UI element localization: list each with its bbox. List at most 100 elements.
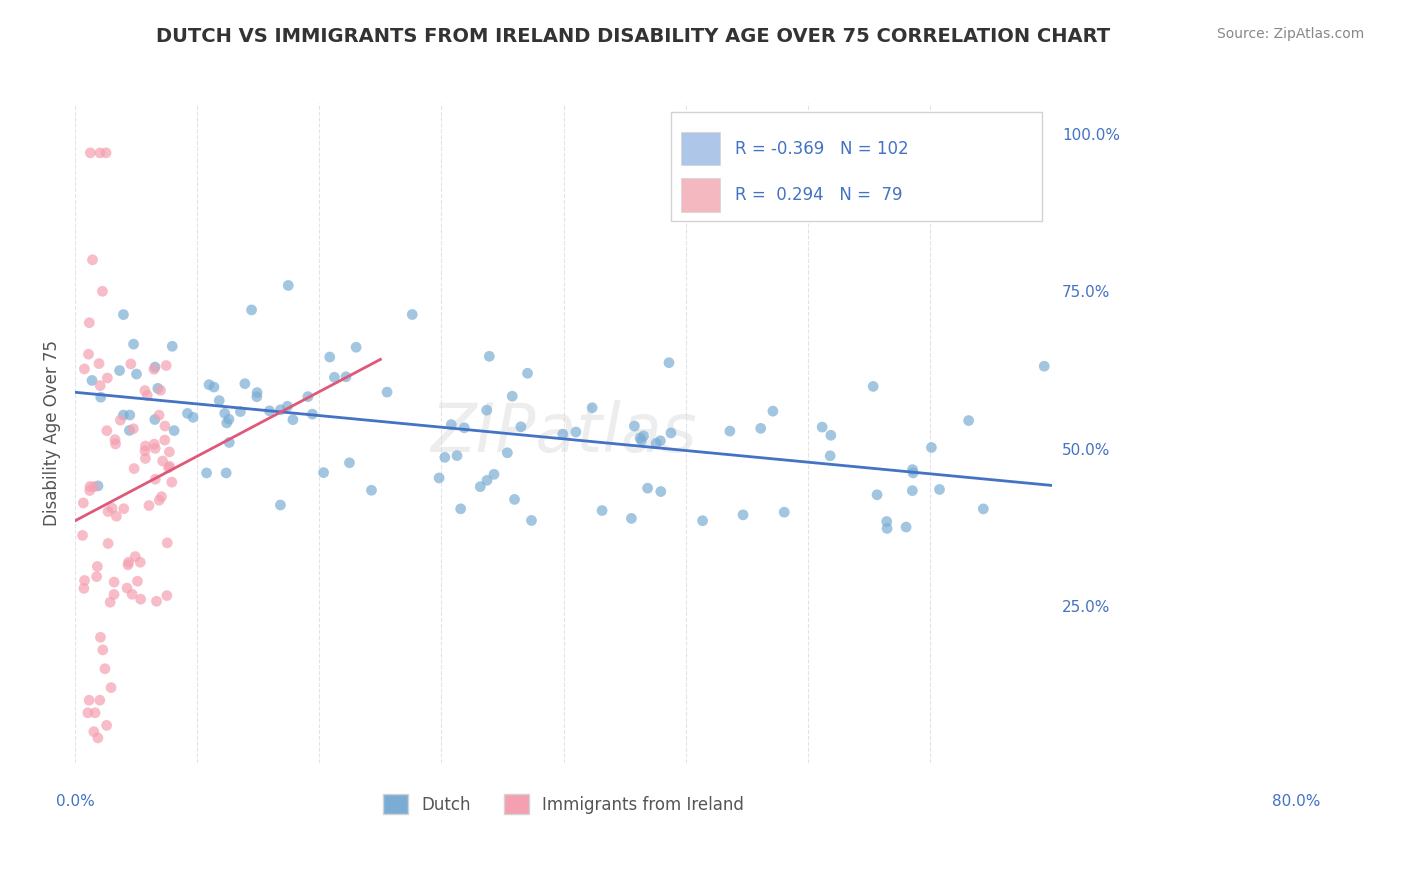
Text: 80.0%: 80.0%	[1272, 794, 1320, 809]
Point	[143, 362, 166, 376]
Point	[633, 429, 655, 443]
Point	[156, 536, 179, 550]
Point	[218, 435, 240, 450]
Point	[762, 404, 785, 418]
Point	[104, 433, 127, 447]
Point	[122, 422, 145, 436]
Point	[157, 445, 180, 459]
Point	[229, 404, 252, 418]
Point	[246, 385, 269, 400]
Point	[89, 630, 111, 644]
Point	[269, 402, 291, 417]
Point	[482, 467, 505, 482]
Point	[77, 693, 100, 707]
Point	[143, 472, 166, 486]
Point	[876, 515, 898, 529]
Point	[117, 555, 139, 569]
Point	[79, 316, 101, 330]
Y-axis label: Disability Age Over 75: Disability Age Over 75	[44, 340, 60, 525]
Point	[136, 388, 159, 402]
Point	[96, 371, 118, 385]
Point	[339, 456, 361, 470]
Point	[122, 337, 145, 351]
Point	[115, 581, 138, 595]
Point	[120, 357, 142, 371]
Point	[215, 466, 238, 480]
Point	[475, 403, 498, 417]
Point	[145, 594, 167, 608]
Point	[89, 145, 111, 160]
Point	[112, 501, 135, 516]
Point	[73, 574, 96, 588]
Point	[101, 501, 124, 516]
Point	[89, 693, 111, 707]
Point	[121, 587, 143, 601]
Point	[157, 460, 180, 475]
Point	[79, 483, 101, 498]
Point	[269, 498, 291, 512]
Point	[86, 569, 108, 583]
Point	[87, 479, 110, 493]
Point	[143, 442, 166, 456]
Point	[148, 408, 170, 422]
Point	[87, 357, 110, 371]
Point	[246, 390, 269, 404]
Point	[96, 718, 118, 732]
Point	[312, 466, 335, 480]
Point	[692, 514, 714, 528]
Point	[72, 496, 94, 510]
Point	[103, 587, 125, 601]
Point	[501, 389, 523, 403]
Point	[155, 359, 177, 373]
Point	[100, 681, 122, 695]
Point	[195, 466, 218, 480]
Point	[659, 425, 682, 440]
Point	[581, 401, 603, 415]
Point	[163, 424, 186, 438]
FancyBboxPatch shape	[671, 112, 1042, 221]
Point	[218, 412, 240, 426]
Point	[149, 384, 172, 398]
Point	[127, 574, 149, 589]
Point	[453, 421, 475, 435]
Point	[82, 252, 104, 267]
Point	[811, 420, 834, 434]
Point	[281, 412, 304, 426]
Point	[94, 662, 117, 676]
Point	[972, 501, 994, 516]
Point	[773, 505, 796, 519]
Point	[90, 390, 112, 404]
Point	[503, 492, 526, 507]
Text: R =  0.294   N =  79: R = 0.294 N = 79	[734, 186, 903, 204]
Text: R = -0.369   N = 102: R = -0.369 N = 102	[734, 140, 908, 158]
Point	[73, 362, 96, 376]
Point	[731, 508, 754, 522]
Point	[866, 488, 889, 502]
Point	[134, 451, 156, 466]
Point	[124, 549, 146, 564]
Point	[427, 471, 450, 485]
Point	[360, 483, 382, 498]
Point	[97, 505, 120, 519]
Point	[277, 278, 299, 293]
Point	[181, 410, 204, 425]
Point	[162, 339, 184, 353]
Point	[87, 731, 110, 745]
Point	[77, 347, 100, 361]
Point	[143, 412, 166, 426]
Point	[96, 424, 118, 438]
Point	[143, 360, 166, 375]
Point	[749, 421, 772, 435]
Point	[478, 349, 501, 363]
Point	[138, 499, 160, 513]
Point	[645, 436, 668, 450]
Point	[122, 461, 145, 475]
Point	[146, 381, 169, 395]
Point	[323, 370, 346, 384]
Point	[104, 437, 127, 451]
Point	[1033, 359, 1056, 374]
Point	[134, 443, 156, 458]
Point	[276, 399, 298, 413]
Point	[153, 433, 176, 447]
Text: DUTCH VS IMMIGRANTS FROM IRELAND DISABILITY AGE OVER 75 CORRELATION CHART: DUTCH VS IMMIGRANTS FROM IRELAND DISABIL…	[156, 27, 1109, 45]
